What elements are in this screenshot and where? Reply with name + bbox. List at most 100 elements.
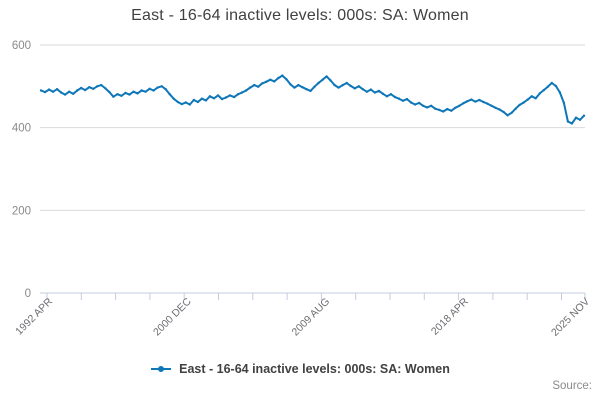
data-point	[244, 89, 248, 92]
x-axis-label: 2018 APR	[429, 295, 471, 337]
data-point	[514, 107, 517, 110]
data-point	[522, 101, 525, 104]
data-point	[184, 101, 187, 104]
data-point	[200, 97, 204, 100]
data-point	[349, 84, 352, 88]
data-point	[357, 85, 360, 88]
data-point	[377, 89, 381, 93]
data-point	[124, 91, 127, 95]
data-point	[430, 104, 433, 108]
data-point	[369, 88, 372, 91]
data-point	[156, 86, 159, 89]
data-point	[534, 97, 537, 100]
x-axis-label: 2000 DEC	[151, 295, 194, 338]
data-point	[421, 104, 425, 108]
data-point	[76, 89, 79, 92]
data-series-line[interactable]	[40, 74, 585, 125]
data-point	[397, 97, 401, 100]
legend-label: East - 16-64 inactive levels: 000s: SA: …	[179, 362, 450, 376]
data-point	[120, 94, 123, 98]
data-point	[188, 103, 191, 106]
x-axis-label: 2009 AUG	[290, 296, 333, 339]
legend-marker-dot	[158, 366, 165, 372]
data-point	[345, 81, 348, 85]
data-point	[325, 75, 328, 78]
data-point	[454, 106, 457, 110]
data-point	[518, 103, 521, 107]
data-point	[100, 83, 103, 87]
data-point	[434, 107, 437, 110]
data-point	[353, 87, 356, 90]
data-point	[401, 99, 405, 103]
data-point	[253, 83, 256, 87]
data-point	[313, 85, 316, 88]
data-point	[413, 103, 417, 106]
data-point	[337, 86, 340, 89]
data-point	[43, 90, 47, 94]
data-point	[261, 82, 264, 85]
data-point	[417, 101, 421, 105]
data-point	[269, 78, 272, 81]
data-point	[321, 78, 324, 81]
data-point	[232, 95, 236, 99]
data-point	[172, 97, 175, 100]
data-point	[59, 91, 63, 94]
data-point	[240, 91, 244, 94]
data-point	[88, 86, 91, 89]
legend-item[interactable]: East - 16-64 inactive levels: 000s: SA: …	[150, 362, 450, 376]
data-point	[442, 110, 445, 113]
data-point	[526, 98, 529, 101]
data-point	[530, 95, 533, 98]
legend-marker	[151, 366, 172, 372]
data-point	[63, 93, 67, 96]
data-point	[309, 89, 312, 93]
data-point	[542, 88, 545, 92]
data-point	[140, 89, 143, 92]
y-axis-label: 200	[12, 205, 31, 217]
data-point	[51, 90, 55, 93]
data-point	[55, 88, 59, 91]
data-point	[84, 88, 87, 92]
data-point	[538, 92, 541, 95]
data-point	[562, 101, 566, 105]
x-axis-label: 2025 NOV	[549, 296, 592, 339]
data-point	[301, 86, 304, 89]
data-point	[216, 94, 220, 97]
data-point	[208, 95, 212, 98]
data-point	[196, 100, 200, 104]
data-point	[425, 106, 429, 109]
x-axis-label: 1992 APR	[13, 295, 55, 337]
data-point	[132, 90, 135, 93]
data-point	[550, 81, 553, 85]
chart-title: East - 16-64 inactive levels: 000s: SA: …	[131, 7, 469, 24]
data-point	[92, 87, 95, 91]
data-point	[365, 90, 368, 93]
data-point	[96, 85, 99, 88]
data-point	[128, 93, 131, 96]
data-point	[249, 86, 252, 89]
data-point	[389, 93, 393, 96]
data-point	[152, 89, 155, 92]
data-point	[405, 97, 409, 101]
data-point	[478, 98, 481, 102]
source-label: Source:	[552, 380, 592, 392]
data-point	[305, 88, 308, 91]
data-point	[470, 98, 473, 101]
data-point	[39, 89, 43, 92]
data-point	[554, 84, 557, 88]
data-point	[474, 100, 477, 103]
data-point	[285, 78, 288, 81]
data-point	[228, 94, 232, 97]
data-point	[329, 79, 332, 82]
data-point	[293, 86, 296, 89]
data-point	[289, 83, 292, 86]
data-point	[104, 87, 107, 90]
data-point	[47, 88, 51, 91]
data-point	[257, 85, 260, 88]
data-point	[116, 93, 119, 96]
data-point	[341, 83, 344, 87]
data-point	[446, 107, 449, 111]
data-point	[108, 90, 111, 94]
data-point	[236, 93, 240, 96]
